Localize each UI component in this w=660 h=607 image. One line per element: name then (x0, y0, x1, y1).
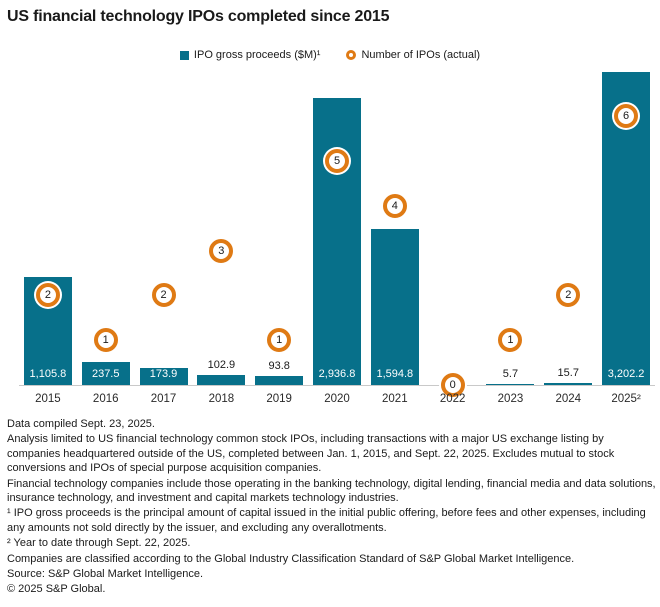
bar-2016 (81, 361, 130, 385)
bar-value-label: 2,936.8 (318, 368, 356, 380)
x-tick-2016: 2016 (92, 393, 119, 405)
bar-value-label: 1,105.8 (29, 368, 67, 380)
legend-proceeds-label: IPO gross proceeds ($M)¹ (193, 49, 321, 61)
ring-marker-icon (346, 50, 357, 60)
footnote-data-compiled: Data compiled Sept. 23, 2025. (7, 418, 155, 430)
ipo-count-badge-2023: 1 (498, 328, 523, 353)
bar-value-label: 15.7 (557, 367, 579, 380)
bar-2023 (486, 384, 535, 385)
x-tick-2019: 2019 (266, 393, 292, 405)
plot-area: 1,105.8 2 237.5 1 173.9 2 102.9 3 93.8 1 2,936.8 5 1… (19, 70, 655, 397)
page-title: US financial technology IPOs completed s… (7, 8, 390, 25)
bar-value-label: 237.5 (91, 368, 120, 380)
ipo-count-badge-2020: 5 (325, 149, 349, 173)
bar-series-swatch-icon (179, 50, 189, 60)
footnote-classification: Companies are classified according to th… (7, 552, 575, 565)
footnote-gross-proceeds-definition: ¹ IPO gross proceeds is the principal am… (7, 507, 646, 534)
x-tick-2020: 2020 (324, 393, 350, 405)
ipo-count-badge-2022: 0 (440, 373, 465, 397)
bar-2017 (139, 368, 188, 385)
bar-2024 (544, 383, 593, 385)
legend-item-ipo-count: Number of IPOs (actual) (346, 49, 480, 61)
bar-2020 (313, 97, 361, 385)
x-tick-2017: 2017 (150, 393, 177, 405)
legend-item-proceeds: IPO gross proceeds ($M)¹ (179, 49, 321, 61)
ipo-count-badge-2025: 6 (614, 104, 639, 129)
ipo-count-badge-2024: 2 (556, 283, 581, 308)
x-tick-2024: 2024 (555, 393, 582, 405)
footnote-source: Source: S&P Global Market Intelligence. (7, 568, 204, 581)
bar-2018 (197, 374, 246, 385)
bar-value-label: 3,202.2 (607, 368, 645, 380)
footnotes: Data compiled Sept. 23, 2025. Analysis l… (7, 417, 656, 598)
x-tick-2021: 2021 (382, 393, 408, 405)
x-tick-2018: 2018 (208, 393, 235, 405)
ipo-count-badge-2019: 1 (267, 328, 292, 353)
ipo-count-badge-2015: 2 (35, 283, 60, 308)
x-axis: 2015 2016 2017 2018 2019 2020 2021 2022 2023 2024… (19, 393, 655, 409)
bar-2021 (370, 229, 419, 385)
chart-legend: IPO gross proceeds ($M)¹ Number of IPOs … (0, 48, 660, 62)
ipo-count-badge-2016: 1 (93, 328, 118, 353)
bar-value-label: 102.9 (207, 358, 236, 371)
x-tick-2015: 2015 (35, 393, 61, 405)
bar-value-label: 1,594.8 (376, 368, 414, 380)
bar-value-label: 5.7 (502, 368, 519, 381)
x-tick-2025: 2025² (611, 393, 641, 405)
bar-value-label: 93.8 (268, 359, 290, 372)
ipo-count-badge-2018: 3 (209, 238, 234, 263)
bar-value-label: 173.9 (149, 368, 178, 380)
footnote-copyright: © 2025 S&P Global. (7, 583, 106, 596)
footnote-year-to-date: ² Year to date through Sept. 22, 2025. (7, 537, 191, 550)
footnote-analysis-scope: Analysis limited to US financial technol… (7, 433, 615, 475)
legend-ipo-count-label: Number of IPOs (actual) (361, 49, 481, 61)
bar-2019 (255, 375, 304, 385)
x-tick-2023: 2023 (497, 393, 524, 405)
ipo-count-badge-2017: 2 (151, 283, 176, 308)
ipo-count-badge-2021: 4 (382, 193, 407, 218)
x-tick-2022: 2022 (439, 393, 466, 405)
footnote-industry-definition: Financial technology companies include t… (7, 477, 656, 505)
